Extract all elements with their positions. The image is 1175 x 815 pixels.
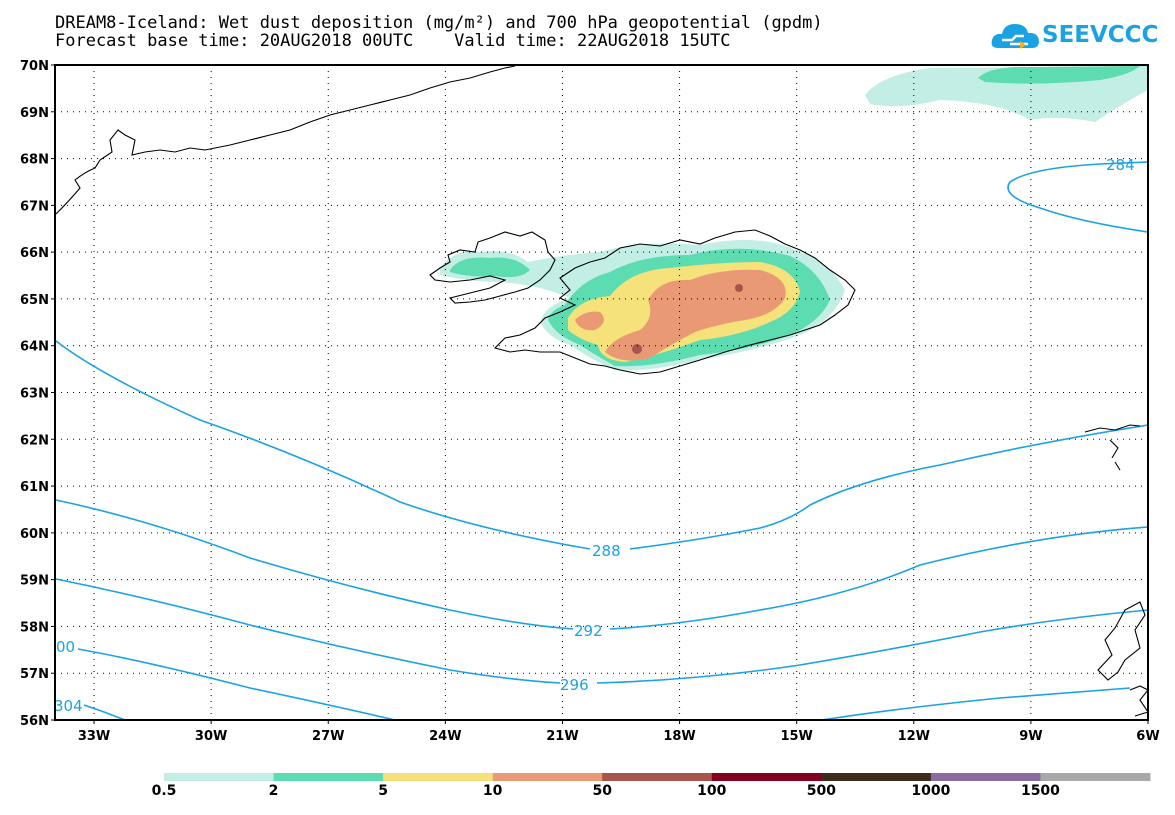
- colorbar-label: 500: [806, 783, 836, 799]
- contour-300: [77, 648, 396, 721]
- map-subtitle: Forecast base time: 20AUG2018 00UTC Vali…: [55, 31, 731, 51]
- colorbar-label: 2: [268, 783, 279, 799]
- contour-label-296: 296: [560, 676, 589, 694]
- longitude-labels: 33W 30W 27W 24W 21W 18W 15W 12W 9W 6W: [78, 720, 1160, 744]
- contour-288-a: [55, 340, 591, 550]
- colorbar-label: 1500: [1020, 783, 1060, 799]
- lat-label: 68N: [20, 153, 49, 168]
- contour-288-b: [629, 424, 1149, 550]
- dust-area-iceland-orange-2: [575, 311, 604, 331]
- colorbar: [164, 773, 1151, 781]
- dust-area-iceland-orange: [605, 269, 786, 361]
- colorbar-label: 50: [592, 783, 612, 799]
- map-title: DREAM8-Iceland: Wet dust deposition (mg/…: [55, 13, 823, 33]
- coastlines: [55, 65, 1149, 717]
- contour-304: [83, 704, 126, 721]
- colorbar-swatch: [711, 773, 822, 781]
- colorbar-label: 0.5: [151, 783, 177, 799]
- lat-label: 67N: [20, 199, 49, 214]
- dust-max-2: [632, 344, 642, 354]
- contour-292-a: [55, 499, 574, 630]
- contour-292-b: [609, 526, 1149, 630]
- contour-label-292: 292: [574, 622, 603, 640]
- dust-max-1: [735, 284, 743, 292]
- contour-label-288: 288: [592, 542, 621, 560]
- logo-text: SEEVCCC: [1042, 22, 1159, 48]
- colorbar-swatch: [383, 773, 494, 781]
- iceland-coast: [429, 229, 856, 375]
- lat-label: 61N: [20, 480, 49, 495]
- lat-label: 58N: [20, 620, 49, 635]
- colorbar-swatch: [1040, 773, 1151, 781]
- lat-label: 59N: [20, 574, 49, 589]
- scotland-coast: [1097, 601, 1149, 717]
- lat-label: 56N: [20, 714, 49, 729]
- colorbar-swatch: [164, 773, 275, 781]
- colorbar-swatch: [821, 773, 932, 781]
- contour-label-284: 284: [1106, 156, 1135, 174]
- lat-label: 64N: [20, 340, 49, 355]
- lon-label: 15W: [780, 729, 812, 744]
- colorbar-swatch: [930, 773, 1041, 781]
- contour-label-300: 00: [56, 638, 75, 656]
- colorbar-label: 1000: [911, 783, 951, 799]
- lon-label: 18W: [663, 729, 695, 744]
- contour-labels: 284 288 292 296 00 304: [54, 156, 1135, 715]
- lon-label: 6W: [1136, 729, 1159, 744]
- colorbar-swatch: [602, 773, 713, 781]
- contour-label-304: 304: [54, 697, 83, 715]
- lat-label: 57N: [20, 667, 49, 682]
- colorbar-label: 100: [697, 783, 727, 799]
- contour-296-a: [55, 578, 561, 684]
- colorbar-swatch: [492, 773, 603, 781]
- greenland-coast: [55, 65, 516, 215]
- lat-label: 70N: [20, 59, 49, 74]
- colorbar-swatch: [273, 773, 384, 781]
- contour-284: [1007, 161, 1149, 233]
- colorbar-label: 5: [378, 783, 388, 799]
- geopotential-contours: [55, 161, 1149, 721]
- dust-area-ne-2: [978, 66, 1140, 84]
- lat-label: 66N: [20, 246, 49, 261]
- contour-se: [821, 687, 1131, 721]
- cloud-icon: [991, 24, 1039, 49]
- lon-label: 21W: [546, 729, 578, 744]
- graticule: [55, 65, 1148, 720]
- latitude-labels: 70N 69N 68N 67N 66N 65N 64N 63N 62N 61N 60N 59N 58N 5…: [20, 59, 55, 729]
- lon-label: 9W: [1019, 729, 1042, 744]
- faroe-coast: [1084, 424, 1141, 471]
- dust-deposition-field: [440, 66, 1148, 371]
- lat-label: 60N: [20, 527, 49, 542]
- colorbar-label: 10: [482, 783, 503, 799]
- lat-label: 63N: [20, 387, 49, 402]
- lat-label: 69N: [20, 106, 49, 121]
- lon-label: 30W: [195, 729, 227, 744]
- lon-label: 27W: [312, 729, 344, 744]
- lon-label: 12W: [898, 729, 930, 744]
- lon-label: 24W: [429, 729, 461, 744]
- lon-label: 33W: [78, 729, 110, 744]
- lat-label: 62N: [20, 433, 49, 448]
- contour-296-b: [596, 609, 1149, 684]
- seevccc-logo: SEEVCCC: [990, 18, 1158, 58]
- lat-label: 65N: [20, 293, 49, 308]
